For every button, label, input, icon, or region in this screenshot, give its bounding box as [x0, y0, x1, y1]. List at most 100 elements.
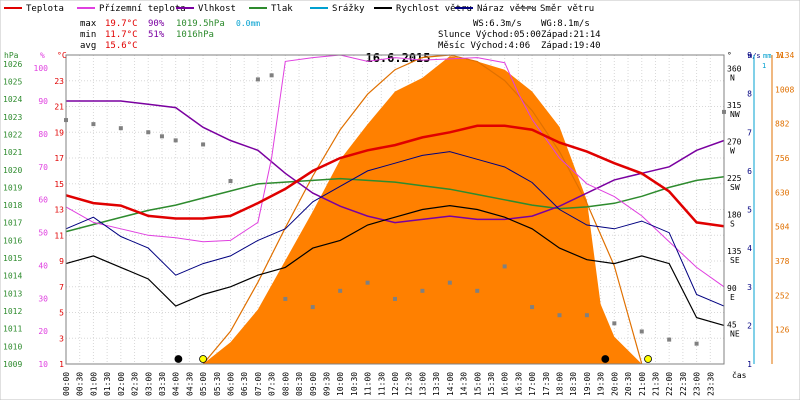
legend-label-3: Tlak: [271, 4, 293, 14]
wind-direction-point: [159, 134, 164, 139]
wind-direction-point: [584, 313, 589, 318]
stat-max-rain: 0.0mm: [236, 19, 260, 28]
axis-mm-title: mm: [763, 52, 771, 60]
wind-direction-point: [502, 264, 507, 269]
axis-hum-title: %: [40, 51, 45, 60]
info-moon-set: Západ:19:40: [541, 41, 601, 51]
axis-ms-tick: 3: [747, 283, 752, 292]
axis-hum-tick: 30: [38, 294, 48, 303]
axis-temp-tick: 23: [54, 77, 64, 86]
axis-hum-tick: 60: [38, 196, 48, 205]
axis-x-tick: 18:30: [569, 372, 578, 396]
axis-w-tick: 1008: [775, 85, 794, 94]
stats-block: max 19.7°C 90% 1019.5hPa 0.0mm min 11.7°…: [80, 19, 260, 51]
wind-direction-point: [173, 138, 178, 143]
wind-direction-point: [447, 280, 452, 285]
wind-direction-point: [475, 288, 480, 293]
axis-x-tick: 00:00: [62, 372, 71, 396]
legend: Teplota Přízemní teplota Vlhkost Tlak Srážky…: [4, 4, 594, 14]
axis-hpa-tick: 1023: [3, 113, 22, 122]
axis-x-tick: 18:00: [556, 372, 565, 396]
axis-x-tick: 02:30: [131, 372, 140, 396]
axis-dir-title: °: [727, 51, 732, 60]
axis-x-tick: 20:00: [610, 372, 619, 396]
wind-direction-point: [365, 280, 370, 285]
axes: hPa% °C1026102510241023102210211020101910…: [3, 51, 794, 396]
sunset-marker: [644, 355, 652, 363]
wind-direction-point: [338, 288, 343, 293]
axis-hpa-tick: 1014: [3, 272, 22, 281]
axis-hpa-tick: 1015: [3, 254, 22, 263]
axis-hum-tick: 40: [38, 261, 48, 270]
stat-max-press: 1019.5hPa: [176, 19, 225, 29]
axis-hum-tick: 50: [38, 229, 48, 238]
axis-hpa-tick: 1024: [3, 95, 22, 104]
axis-x-tick: 20:30: [624, 372, 633, 396]
axis-ms-tick: 5: [747, 206, 752, 215]
plot-area: [64, 54, 726, 365]
pressure-line: [65, 176, 725, 233]
legend-label-4: Srážky: [332, 4, 365, 14]
axis-temp-tick: 5: [59, 309, 64, 318]
moonset-marker: [601, 355, 610, 363]
info-block: WS:6.3m/s WG:8.1m/s Slunce Východ:05:00 …: [438, 19, 601, 51]
axis-hum-tick: 80: [38, 130, 48, 139]
axis-hpa-tick: 1009: [3, 360, 22, 369]
axis-x-tick: 19:00: [583, 372, 592, 396]
axis-w-tick: 882: [775, 120, 790, 129]
axis-temp-tick: 17: [54, 154, 64, 163]
info-moon: Měsíc Východ:4:06: [438, 41, 530, 51]
axis-ms-tick: 2: [747, 321, 752, 330]
axis-x-tick: 11:30: [377, 372, 386, 396]
axis-x-tick: 21:30: [651, 372, 660, 396]
axis-hpa-tick: 1025: [3, 77, 22, 86]
wind-direction-point: [530, 305, 535, 310]
axis-ms-tick: 9: [747, 51, 752, 60]
axis-x-tick: 04:00: [172, 372, 181, 396]
axis-x-tick: 12:00: [391, 372, 400, 396]
wind-direction-point: [91, 122, 96, 127]
axis-x-tick: 03:00: [144, 372, 153, 396]
axis-x-tick: 13:00: [418, 372, 427, 396]
axis-temp-title: °C: [57, 51, 67, 60]
wind-speed-line: [65, 204, 725, 326]
axis-hpa-tick: 1020: [3, 166, 22, 175]
axis-hpa-tick: 1022: [3, 130, 22, 139]
axis-temp-tick: 19: [54, 128, 64, 137]
axis-x-title: čas: [732, 370, 747, 380]
moonrise-marker: [174, 355, 183, 363]
axis-temp-tick: 1: [59, 360, 64, 369]
axis-dir-tick: 90: [727, 284, 737, 293]
axis-hpa-tick: 1026: [3, 60, 22, 69]
axis-x-tick: 03:30: [158, 372, 167, 396]
axis-w-tick: 504: [775, 223, 790, 232]
legend-item-6: Náraz větru: [455, 4, 537, 14]
axis-x-tick: 11:00: [364, 372, 373, 396]
legend-item-5: Rychlost větru: [374, 4, 472, 14]
axis-dir-tick: 45: [727, 320, 737, 329]
axis-ms-tick: 7: [747, 128, 752, 137]
axis-mm-tick: 1: [762, 62, 766, 70]
axis-w-tick: 756: [775, 154, 790, 163]
plot-frame: [65, 54, 725, 365]
axis-x-tick: 01:30: [103, 372, 112, 396]
stat-min-temp: 11.7°C: [105, 30, 138, 40]
legend-item-7: Směr větru: [518, 4, 594, 14]
axis-hum-tick: 10: [38, 360, 48, 369]
axis-dir-compass: NW: [730, 110, 740, 119]
axis-temp-tick: 21: [54, 103, 64, 112]
stat-min-hum: 51%: [148, 30, 165, 40]
axis-dir-tick: 225: [727, 174, 742, 183]
axis-x-tick: 16:00: [501, 372, 510, 396]
axis-x-tick: 08:00: [281, 372, 290, 396]
axis-hpa-tick: 1017: [3, 219, 22, 228]
wind-direction-point: [146, 130, 151, 135]
info-sun-set: Západ:21:14: [541, 30, 601, 40]
axis-w-tick: 630: [775, 188, 790, 197]
stat-min-press: 1016hPa: [176, 30, 214, 40]
axis-hpa-tick: 1016: [3, 236, 22, 245]
legend-label-2: Vlhkost: [198, 4, 236, 14]
axis-hum-tick: 100: [34, 64, 49, 73]
axis-w-tick: 378: [775, 257, 790, 266]
